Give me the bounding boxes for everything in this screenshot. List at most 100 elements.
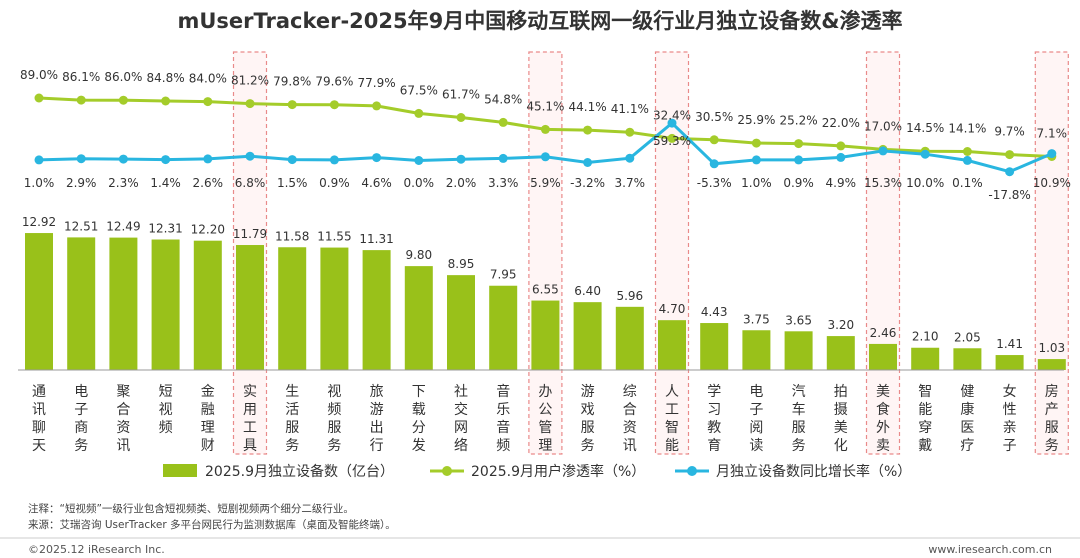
penetration-point-15 <box>667 133 677 143</box>
growth-label-19: 4.9% <box>826 176 857 190</box>
penetration-label-23: 9.7% <box>994 125 1025 139</box>
bar-15 <box>658 320 686 370</box>
penetration-point-7 <box>329 100 339 110</box>
growth-label-0: 1.0% <box>24 176 55 190</box>
bar-value-label-13: 6.40 <box>574 284 601 298</box>
category-label-3: 短视频 <box>159 384 173 436</box>
bar-value-label-8: 11.31 <box>359 232 393 246</box>
category-label-9: 下载分发 <box>412 384 426 454</box>
category-label-7: 视频服务 <box>327 384 341 454</box>
bar-24 <box>1037 359 1066 370</box>
bar-20 <box>869 343 897 370</box>
category-label-10: 社交网络 <box>454 384 468 454</box>
penetration-label-5: 81.2% <box>231 74 269 88</box>
growth-point-16 <box>709 159 719 169</box>
growth-label-16: -5.3% <box>697 176 732 190</box>
legend-label-penetration: 2025.9月用户渗透率（%） <box>471 463 645 480</box>
growth-label-13: -3.2% <box>570 176 605 190</box>
penetration-label-22: 14.1% <box>948 122 986 136</box>
penetration-point-10 <box>456 113 466 122</box>
footer-website: www.iresearch.com.cn <box>928 543 1052 556</box>
growth-point-20 <box>878 146 888 156</box>
growth-label-17: 1.0% <box>741 176 772 190</box>
category-label-23: 女性亲子 <box>1003 383 1017 454</box>
penetration-point-0 <box>34 93 44 103</box>
category-label-19: 拍摄美化 <box>834 384 848 454</box>
penetration-point-16 <box>709 135 719 145</box>
bar-value-label-4: 12.20 <box>191 223 225 237</box>
category-label-20: 美食外卖 <box>876 384 890 454</box>
category-label-15: 人工智能 <box>665 384 679 454</box>
growth-label-24: 10.9% <box>1033 176 1071 190</box>
growth-label-23: -17.8% <box>988 188 1030 202</box>
category-label-0: 通讯聊天 <box>32 384 46 454</box>
growth-label-5: 6.8% <box>235 176 266 190</box>
bar-value-label-18: 3.65 <box>785 313 812 327</box>
growth-label-18: 0.9% <box>783 176 814 190</box>
bar-value-label-11: 7.95 <box>490 268 517 282</box>
growth-point-10 <box>456 154 466 164</box>
bar-value-label-2: 12.49 <box>106 220 140 234</box>
category-label-17: 电子阅读 <box>749 384 763 454</box>
growth-label-9: 0.0% <box>404 176 435 190</box>
bars <box>25 233 1066 370</box>
category-label-18: 汽车服务 <box>792 384 806 454</box>
category-label-2: 聚合资讯 <box>116 384 130 454</box>
bar-18 <box>784 331 813 370</box>
penetration-point-2 <box>118 95 128 105</box>
legend-label-bar: 2025.9月独立设备数（亿台） <box>205 463 394 480</box>
penetration-label-3: 84.8% <box>147 71 185 85</box>
highlight-boxes <box>232 51 1069 455</box>
penetration-point-3 <box>161 96 171 106</box>
bar-22 <box>953 348 982 370</box>
penetration-point-22 <box>962 147 972 156</box>
bar-0 <box>25 233 53 370</box>
bar-6 <box>278 247 307 370</box>
bar-13 <box>573 302 602 370</box>
penetration-label-19: 22.0% <box>822 116 860 130</box>
category-label-5: 实用工具 <box>243 384 257 454</box>
growth-label-12: 5.9% <box>530 176 561 190</box>
data-labels: 12.92 12.51 12.49 12.31 12.20 11.79 11.58 11.55… <box>20 68 1071 355</box>
bar-23 <box>995 355 1024 370</box>
penetration-label-11: 54.8% <box>484 92 522 106</box>
category-labels: 通讯聊天 电子商务 聚合资讯 短视频 金融理财 实用工具 生活服务 视频服务 旅游出行 下载分发 社… <box>32 383 1059 454</box>
bar-5 <box>236 245 264 370</box>
growth-point-18 <box>794 155 804 165</box>
penetration-label-8: 77.9% <box>358 76 396 90</box>
penetration-label-15: 32.4% <box>653 108 691 122</box>
growth-point-0 <box>34 155 44 165</box>
penetration-label-4: 84.0% <box>189 72 227 86</box>
category-label-11: 音乐音频 <box>496 383 510 454</box>
penetration-point-14 <box>625 127 635 137</box>
penetration-label-14: 41.1% <box>611 102 649 116</box>
bar-value-label-7: 11.55 <box>317 230 351 244</box>
category-label-8: 旅游出行 <box>370 384 384 454</box>
growth-point-22 <box>962 155 972 165</box>
penetration-label-6: 79.8% <box>273 75 311 89</box>
bar-value-label-5: 11.79 <box>233 227 267 241</box>
bar-4 <box>193 240 222 370</box>
bar-value-label-1: 12.51 <box>64 219 98 233</box>
growth-point-11 <box>498 153 508 163</box>
bar-value-label-12: 6.55 <box>532 283 559 297</box>
bar-value-label-22: 2.05 <box>954 330 981 344</box>
bar-1 <box>67 237 96 370</box>
penetration-point-19 <box>836 141 846 151</box>
bar-8 <box>362 250 391 370</box>
bar-14 <box>615 306 644 370</box>
bar-value-label-0: 12.92 <box>22 215 56 229</box>
penetration-label-21: 14.5% <box>906 121 944 135</box>
growth-label-21: 10.0% <box>906 176 944 190</box>
penetration-point-11 <box>498 117 508 127</box>
penetration-label-20: 17.0% <box>864 119 902 133</box>
bar-value-label-21: 2.10 <box>912 330 939 344</box>
penetration-label-9: 67.5% <box>400 83 438 97</box>
bar-12 <box>531 300 560 370</box>
highlight-box-24 <box>1034 51 1069 455</box>
growth-point-5 <box>245 151 255 161</box>
growth-point-17 <box>751 155 761 165</box>
chart-source: 来源：艾瑞咨询 UserTracker 多平台网民行为监测数据库（桌面及智能终端… <box>28 518 396 531</box>
bar-value-label-17: 3.75 <box>743 312 770 326</box>
